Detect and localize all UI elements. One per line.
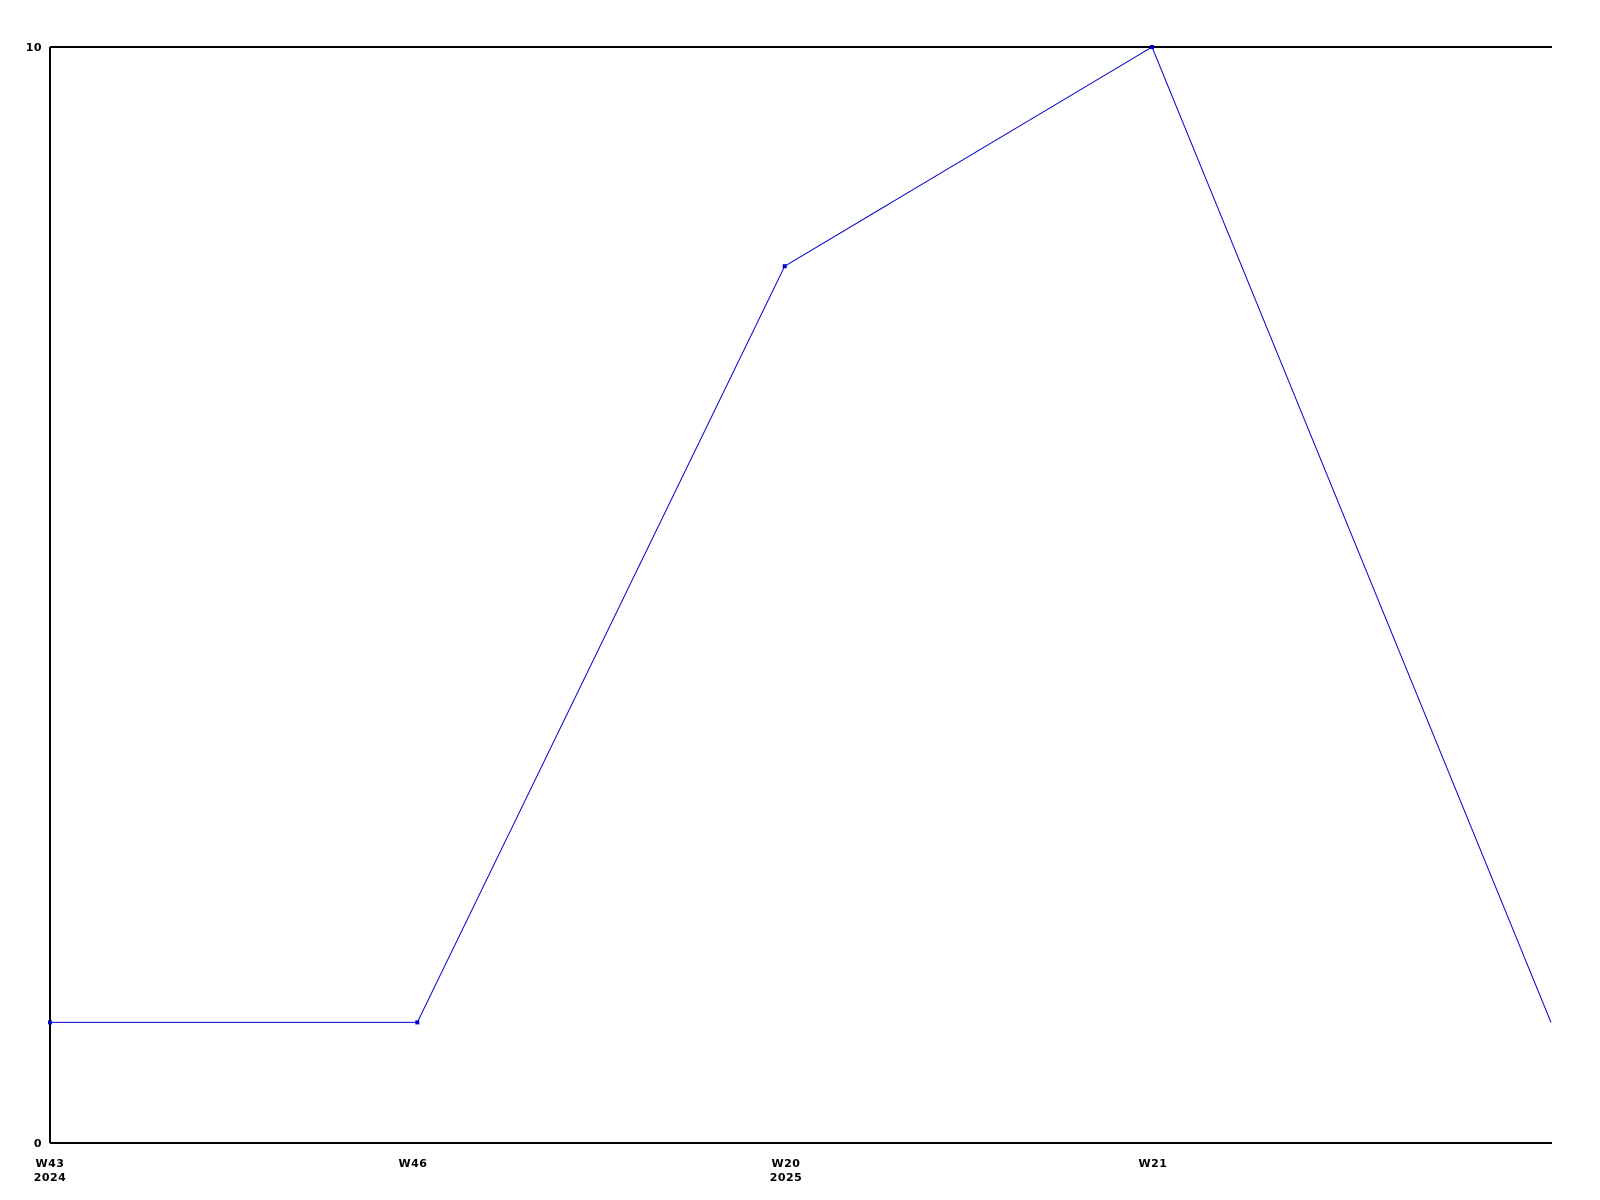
data-point-marker — [48, 1020, 52, 1025]
x-axis-tick-w46-week: W46 — [398, 1157, 428, 1170]
data-point-marker — [415, 1020, 420, 1025]
x-axis-tick-w43: W43 2024 — [34, 1157, 67, 1185]
x-axis-tick-w43-week: W43 — [35, 1157, 65, 1170]
axis-lines — [49, 46, 1552, 1144]
x-axis-tick-w46: W46 — [399, 1157, 428, 1171]
y-axis-tick-max: 10 — [25, 41, 42, 54]
series-markers — [48, 45, 1154, 1025]
x-axis-tick-w43-year: 2024 — [33, 1171, 67, 1184]
x-axis-tick-w21: W21 — [1139, 1157, 1168, 1171]
data-point-marker — [1150, 45, 1154, 49]
x-axis-tick-w20-week: W20 — [771, 1157, 801, 1170]
y-axis-tick-min: 0 — [33, 1137, 42, 1150]
series-line — [50, 46, 1552, 1023]
data-point-marker — [782, 264, 787, 269]
x-axis-tick-w21-week: W21 — [1138, 1157, 1168, 1170]
data-series-group — [48, 45, 1552, 1025]
x-axis-tick-w20-year: 2025 — [769, 1171, 803, 1184]
x-axis-tick-w20: W20 2025 — [770, 1157, 803, 1185]
